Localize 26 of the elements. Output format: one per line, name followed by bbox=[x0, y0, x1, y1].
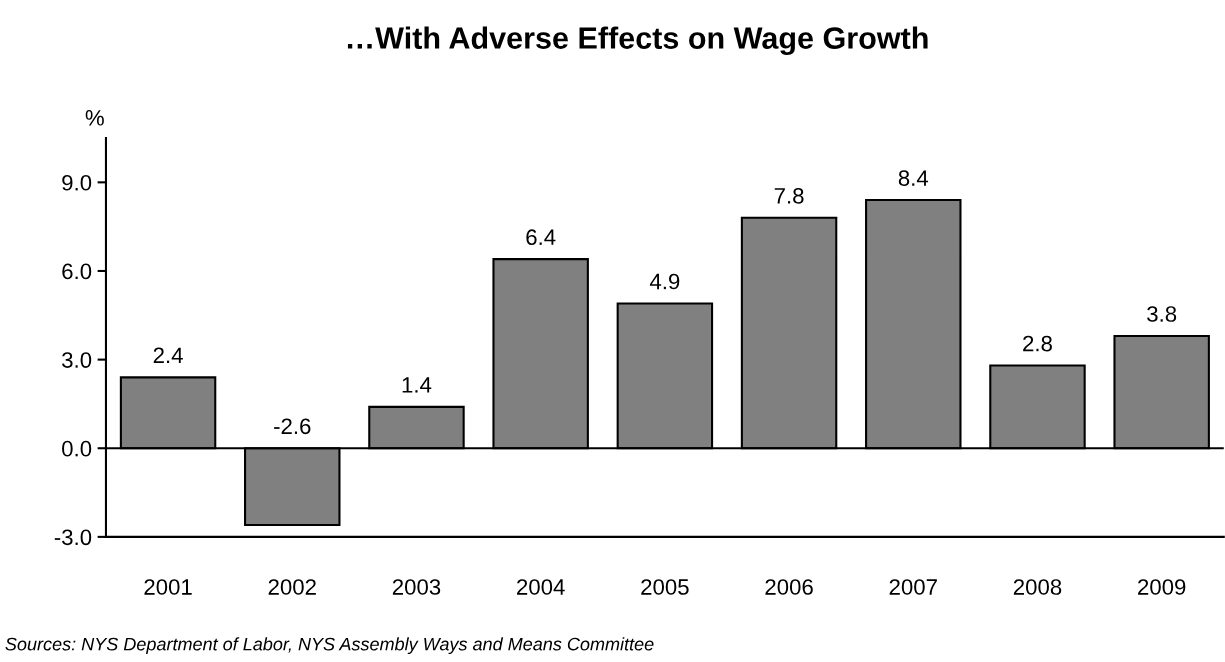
x-tick-label: 2003 bbox=[392, 579, 441, 595]
x-tick-label: 2008 bbox=[1013, 579, 1062, 595]
y-tick-label: 9.0 bbox=[62, 174, 92, 191]
data-label: 2.4 bbox=[153, 347, 183, 364]
x-tick-label: 2002 bbox=[268, 579, 316, 595]
x-tick-label: 2007 bbox=[889, 579, 937, 595]
data-label: 2.8 bbox=[1023, 335, 1052, 352]
y-tick-label: 0.0 bbox=[62, 440, 92, 457]
data-label: 7.8 bbox=[774, 187, 804, 204]
chart-title: …With Adverse Effects on Wage Growth bbox=[347, 26, 928, 56]
x-tick-label: 2006 bbox=[765, 579, 813, 595]
data-label: -2.6 bbox=[274, 418, 311, 435]
data-label: 6.4 bbox=[526, 229, 556, 246]
y-tick-label: -3.0 bbox=[54, 529, 92, 546]
data-label: 3.8 bbox=[1147, 306, 1177, 322]
data-label: 4.9 bbox=[649, 273, 680, 290]
x-tick-label: 2009 bbox=[1138, 579, 1186, 595]
y-axis-title: % bbox=[85, 110, 104, 126]
data-label: 1.4 bbox=[402, 377, 432, 393]
data-label: 8.4 bbox=[898, 170, 929, 186]
x-tick-label: 2001 bbox=[144, 579, 192, 595]
x-tick-label: 2004 bbox=[517, 579, 565, 595]
source-note: Sources: NYS Department of Labor, NYS Assembly Ways and Means Committee bbox=[5, 637, 654, 655]
y-tick-label: 3.0 bbox=[62, 352, 92, 368]
y-tick-label: 6.0 bbox=[62, 263, 92, 280]
x-tick-label: 2005 bbox=[641, 579, 689, 595]
